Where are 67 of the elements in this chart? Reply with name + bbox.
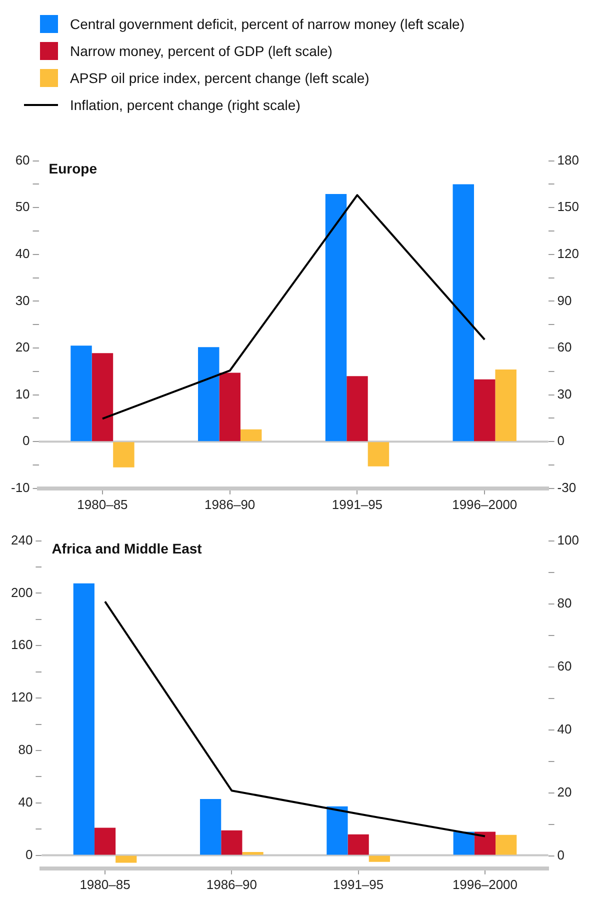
bar [326, 806, 348, 855]
bar [368, 856, 390, 862]
y2-tick-label: 150 [557, 199, 580, 214]
y-tick-label: 30 [15, 292, 30, 308]
bar [474, 379, 496, 442]
y-tick-label: -10 [10, 480, 30, 495]
y2-tick-label: 60 [557, 658, 572, 674]
bar [348, 834, 369, 855]
y2-tick-label: 90 [557, 292, 572, 308]
x-tick-label: 1980–85 [77, 496, 128, 512]
y-tick-label: 0 [25, 846, 33, 862]
y-tick-label: 200 [10, 584, 33, 600]
y2-tick-label: 40 [557, 721, 572, 736]
y-tick-label: 20 [15, 340, 30, 355]
y-tick-label: 0 [22, 433, 30, 448]
y2-tick-label: 120 [557, 246, 580, 261]
chart-title: Africa and Middle East [52, 540, 202, 557]
bar [221, 830, 242, 855]
bar [94, 828, 116, 855]
y2-tick-label: 0 [557, 847, 565, 862]
y2-tick-label: 30 [557, 386, 572, 402]
x-tick-label: 1986–90 [204, 496, 256, 512]
bar [240, 429, 262, 442]
y2-tick-label: 0 [557, 433, 565, 448]
bar [116, 856, 137, 863]
y-tick-label: 160 [10, 637, 33, 652]
x-tick-label: 1991–95 [333, 876, 384, 892]
legend-label: Central government deficit, percent of narrow money (left scale) [70, 16, 465, 32]
y2-tick-label: 20 [557, 784, 572, 800]
bar [346, 376, 368, 442]
x-tick-label: 1980–85 [80, 876, 130, 892]
y-tick-label: 80 [18, 742, 33, 758]
bar [474, 832, 496, 855]
y-tick-label: 10 [15, 386, 30, 402]
y-tick-label: 40 [18, 794, 33, 810]
x-tick-label: 1996–2000 [452, 876, 518, 892]
y2-tick-label: 80 [557, 595, 572, 610]
x-tick-label: 1996–2000 [452, 496, 518, 512]
y-tick-label: 40 [15, 246, 30, 261]
y-tick-label: 120 [10, 690, 33, 705]
bar [495, 370, 516, 442]
y-tick-label: 240 [10, 532, 33, 548]
y2-tick-label: 60 [557, 340, 572, 355]
bar [92, 353, 114, 442]
y2-tick-label: 180 [557, 152, 580, 168]
y2-tick-label: -30 [557, 480, 576, 495]
x-tick-label: 1991–95 [332, 496, 383, 512]
y-tick-label: 50 [15, 199, 30, 214]
chart-title: Europe [48, 160, 98, 177]
bar [452, 184, 474, 442]
bar [242, 852, 264, 855]
bar [219, 372, 240, 442]
bar [368, 442, 390, 466]
y-tick-label: 60 [15, 152, 30, 168]
bar [200, 798, 222, 855]
bar [73, 583, 94, 855]
legend-label: APSP oil price index, percent change (left scale) [70, 70, 370, 86]
bar [496, 834, 517, 855]
legend-label: Narrow money, percent of GDP (left scale) [70, 42, 332, 58]
bar [70, 346, 92, 442]
bar [198, 347, 220, 442]
y2-tick-label: 100 [557, 532, 580, 548]
bar [453, 832, 474, 855]
legend-label: Inflation, percent change (right scale) [70, 96, 300, 112]
bar [113, 442, 134, 468]
x-tick-label: 1986–90 [206, 876, 257, 892]
bar [325, 194, 347, 442]
